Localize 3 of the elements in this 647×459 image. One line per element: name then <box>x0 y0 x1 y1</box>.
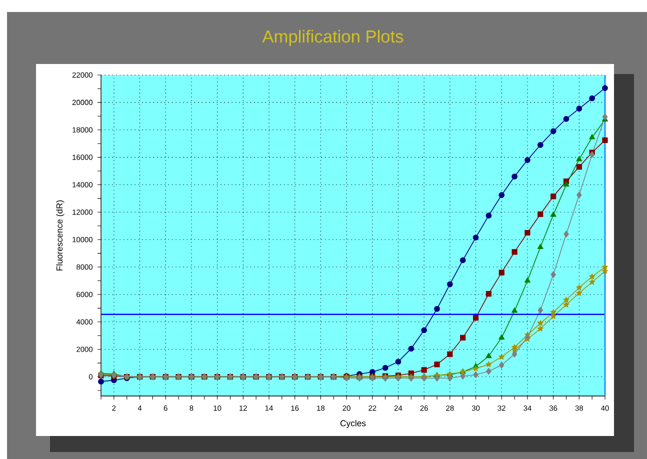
chart-title: Amplification Plots <box>262 30 404 46</box>
x-axis-title: Cycles <box>340 420 366 428</box>
y-axis-title: Fluorescence (dR) <box>56 200 64 270</box>
